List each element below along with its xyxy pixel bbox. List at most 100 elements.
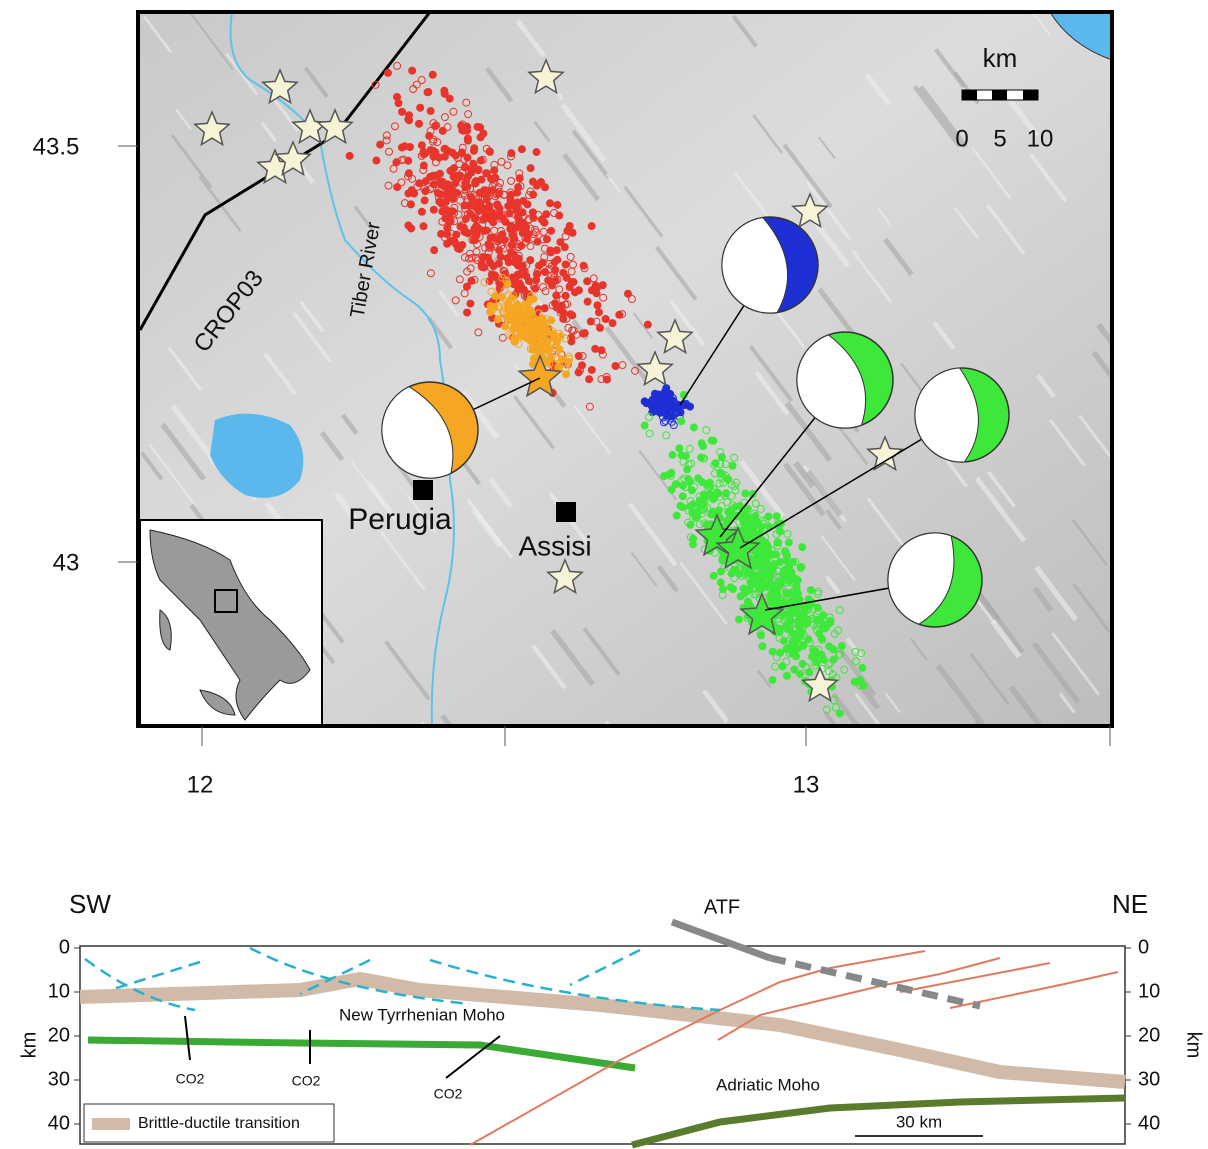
depth-label: 10 — [48, 980, 70, 1002]
direction-label: NE — [1112, 889, 1148, 919]
event — [612, 362, 619, 369]
scale-label: 5 — [993, 125, 1006, 152]
event — [776, 528, 783, 535]
event — [477, 201, 484, 208]
event — [526, 316, 533, 323]
direction-label: SW — [69, 889, 111, 919]
event — [445, 148, 452, 155]
event — [442, 198, 449, 205]
event — [678, 418, 685, 425]
event — [531, 355, 538, 362]
event — [464, 309, 471, 316]
event — [692, 514, 699, 521]
event — [799, 544, 806, 551]
event — [451, 238, 458, 245]
event — [595, 309, 602, 316]
event — [773, 551, 780, 558]
event — [541, 305, 548, 312]
event — [430, 153, 437, 160]
event — [679, 493, 686, 500]
event — [698, 440, 705, 447]
event — [529, 330, 536, 337]
event — [838, 642, 845, 649]
event — [548, 227, 555, 234]
event — [603, 376, 610, 383]
event — [826, 643, 833, 650]
event — [563, 274, 570, 281]
event — [588, 223, 595, 230]
depth-unit: km — [18, 1032, 40, 1059]
scale-label: 10 — [1027, 125, 1054, 152]
event — [598, 347, 605, 354]
event — [747, 568, 754, 575]
event — [679, 504, 686, 511]
event — [820, 612, 827, 619]
event — [730, 566, 737, 573]
event — [406, 144, 413, 151]
event — [558, 356, 565, 363]
event — [562, 261, 569, 268]
event — [464, 135, 471, 142]
event — [431, 247, 438, 254]
event — [411, 190, 418, 197]
event — [524, 235, 531, 242]
event — [551, 259, 558, 266]
event — [783, 672, 790, 679]
event — [533, 149, 540, 156]
event — [408, 225, 415, 232]
event — [523, 224, 530, 231]
event — [535, 262, 542, 269]
body: {"map": {"lat_labels": ["43.5", "43"], "… — [0, 0, 1208, 1149]
event — [478, 260, 485, 267]
event — [672, 481, 679, 488]
event — [495, 260, 502, 267]
event — [511, 313, 518, 320]
event — [587, 318, 594, 325]
event — [480, 216, 487, 223]
event — [723, 490, 730, 497]
depth-label: 20 — [1138, 1024, 1160, 1046]
event — [534, 238, 541, 245]
event — [429, 71, 436, 78]
event — [575, 369, 582, 376]
event — [718, 454, 725, 461]
event — [430, 181, 437, 188]
event — [774, 539, 781, 546]
event — [422, 188, 429, 195]
event — [719, 557, 726, 564]
event — [781, 637, 788, 644]
event — [430, 206, 437, 213]
event — [439, 127, 446, 134]
event — [586, 376, 593, 383]
event — [421, 197, 428, 204]
section-scale-label: 30 km — [896, 1112, 942, 1131]
event — [641, 422, 648, 429]
event — [773, 513, 780, 520]
event — [530, 295, 537, 302]
co2-label: CO2 — [434, 1086, 463, 1102]
event — [449, 208, 456, 215]
event — [463, 283, 470, 290]
event — [558, 302, 565, 309]
city-label: Perugia — [348, 503, 452, 536]
event — [544, 347, 551, 354]
event — [491, 167, 498, 174]
legend-swatch — [92, 1118, 130, 1130]
event — [377, 141, 384, 148]
event — [515, 213, 522, 220]
event — [775, 578, 782, 585]
event — [395, 100, 402, 107]
depth-label: 30 — [48, 1068, 70, 1090]
depth-label: 40 — [1138, 1112, 1160, 1134]
event — [460, 127, 467, 134]
event — [717, 568, 724, 575]
event — [609, 320, 616, 327]
scale-segment — [962, 90, 977, 100]
event — [427, 108, 434, 115]
event — [554, 201, 561, 208]
event — [474, 123, 481, 130]
event — [759, 643, 766, 650]
event — [496, 247, 503, 254]
event — [527, 165, 534, 172]
event — [661, 473, 668, 480]
